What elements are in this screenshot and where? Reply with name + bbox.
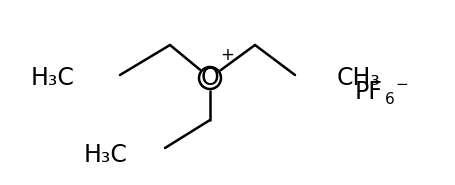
Text: 6: 6 xyxy=(384,92,394,107)
Text: H₃C: H₃C xyxy=(31,66,75,90)
Text: CH₃: CH₃ xyxy=(336,66,380,90)
Text: +: + xyxy=(220,46,233,64)
Text: PF: PF xyxy=(354,80,382,104)
Text: −: − xyxy=(394,77,407,92)
Text: O: O xyxy=(200,66,219,90)
Text: H₃C: H₃C xyxy=(84,143,128,167)
